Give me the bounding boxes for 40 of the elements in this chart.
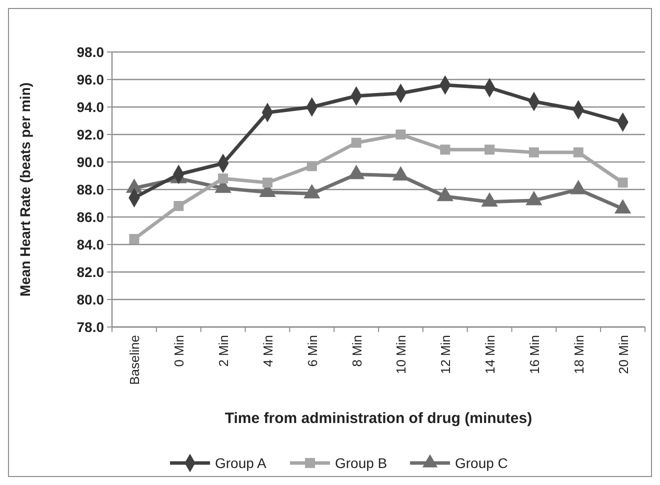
y-tick-label: 86.0 <box>76 208 104 225</box>
y-tick-label: 80.0 <box>76 291 104 308</box>
x-tick-label: 20 Min <box>616 335 631 374</box>
y-tick-label: 90.0 <box>76 154 104 170</box>
x-tick-label: 8 Min <box>349 335 364 367</box>
point <box>618 178 628 188</box>
x-tick-label: 0 Min <box>172 335 187 367</box>
point <box>174 201 184 211</box>
y-tick-label: 88.0 <box>76 181 104 198</box>
x-tick-label: 2 Min <box>216 335 232 367</box>
point <box>396 130 406 140</box>
legend-label: Group B <box>335 454 388 471</box>
y-tick-label: 98.0 <box>76 44 104 60</box>
y-tick-label: 94.0 <box>76 98 104 115</box>
legend-label: Group C <box>455 454 508 471</box>
point <box>573 147 584 158</box>
point <box>351 138 362 148</box>
point <box>306 161 317 172</box>
y-tick-label: 96.0 <box>76 71 104 88</box>
x-tick-label: 4 Min <box>260 335 276 367</box>
y-tick-label: 82.0 <box>76 264 104 280</box>
point <box>440 144 450 155</box>
y-axis-title: Mean Heart Rate (beats per min) <box>17 82 33 296</box>
point <box>262 178 272 188</box>
point <box>218 174 228 184</box>
y-tick-label: 84.0 <box>76 236 104 252</box>
x-tick-label: 12 Min <box>438 335 454 374</box>
x-tick-label: 14 Min <box>482 335 498 374</box>
y-tick-label: 78.0 <box>76 318 104 335</box>
point <box>484 144 495 155</box>
legend-label: Group A <box>215 454 268 471</box>
point <box>129 234 140 244</box>
x-tick-label: Baseline <box>127 335 142 385</box>
x-tick-label: 6 Min <box>304 335 320 367</box>
x-tick-label: 18 Min <box>571 335 586 374</box>
point <box>528 147 539 158</box>
x-axis-title: Time from administration of drug (minutes) <box>224 410 532 427</box>
x-tick-label: 10 Min <box>394 335 409 374</box>
y-tick-label: 92.0 <box>76 126 104 142</box>
x-tick-label: 16 Min <box>526 335 542 374</box>
